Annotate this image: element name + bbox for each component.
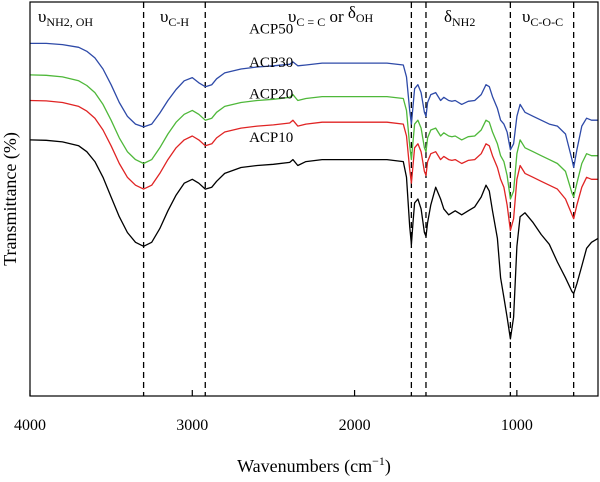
band-label-0: υNH2, OH [38, 7, 93, 29]
series-label-acp50: ACP50 [249, 22, 293, 38]
band-markers [142, 2, 575, 396]
x-tick-label-4000: 4000 [14, 417, 46, 434]
plot-frame [29, 1, 599, 397]
series-labels: ACP50 ACP30 ACP20 ACP10 [249, 22, 293, 146]
series-label-acp30: ACP30 [249, 55, 293, 71]
y-axis-title: Transmittance (%) [0, 132, 21, 266]
series-label-acp10: ACP10 [249, 130, 293, 146]
x-axis-title: Wavenumbers (cm−1) [237, 454, 391, 477]
series-line-acp50 [30, 42, 598, 169]
band-label-2: υC = C or δOH [288, 3, 374, 29]
band-labels: υNH2, OH υC-H υC = C or δOH δNH2 υC-O-C [38, 3, 563, 29]
series-line-acp10 [29, 139, 599, 340]
x-tick-label-2000: 2000 [339, 417, 371, 434]
series-lines [29, 42, 599, 340]
x-tick-label-3000: 3000 [176, 417, 208, 434]
series-label-acp20: ACP20 [249, 87, 293, 103]
x-tick-label-1000: 1000 [501, 417, 533, 434]
band-label-4: υC-O-C [522, 7, 563, 29]
series-line-acp30 [29, 74, 598, 200]
band-label-1: υC-H [160, 7, 189, 29]
x-axis-ticks: 4000 3000 2000 1000 [14, 390, 533, 434]
band-label-3: δNH2 [444, 7, 475, 29]
series-line-acp20 [29, 99, 598, 232]
